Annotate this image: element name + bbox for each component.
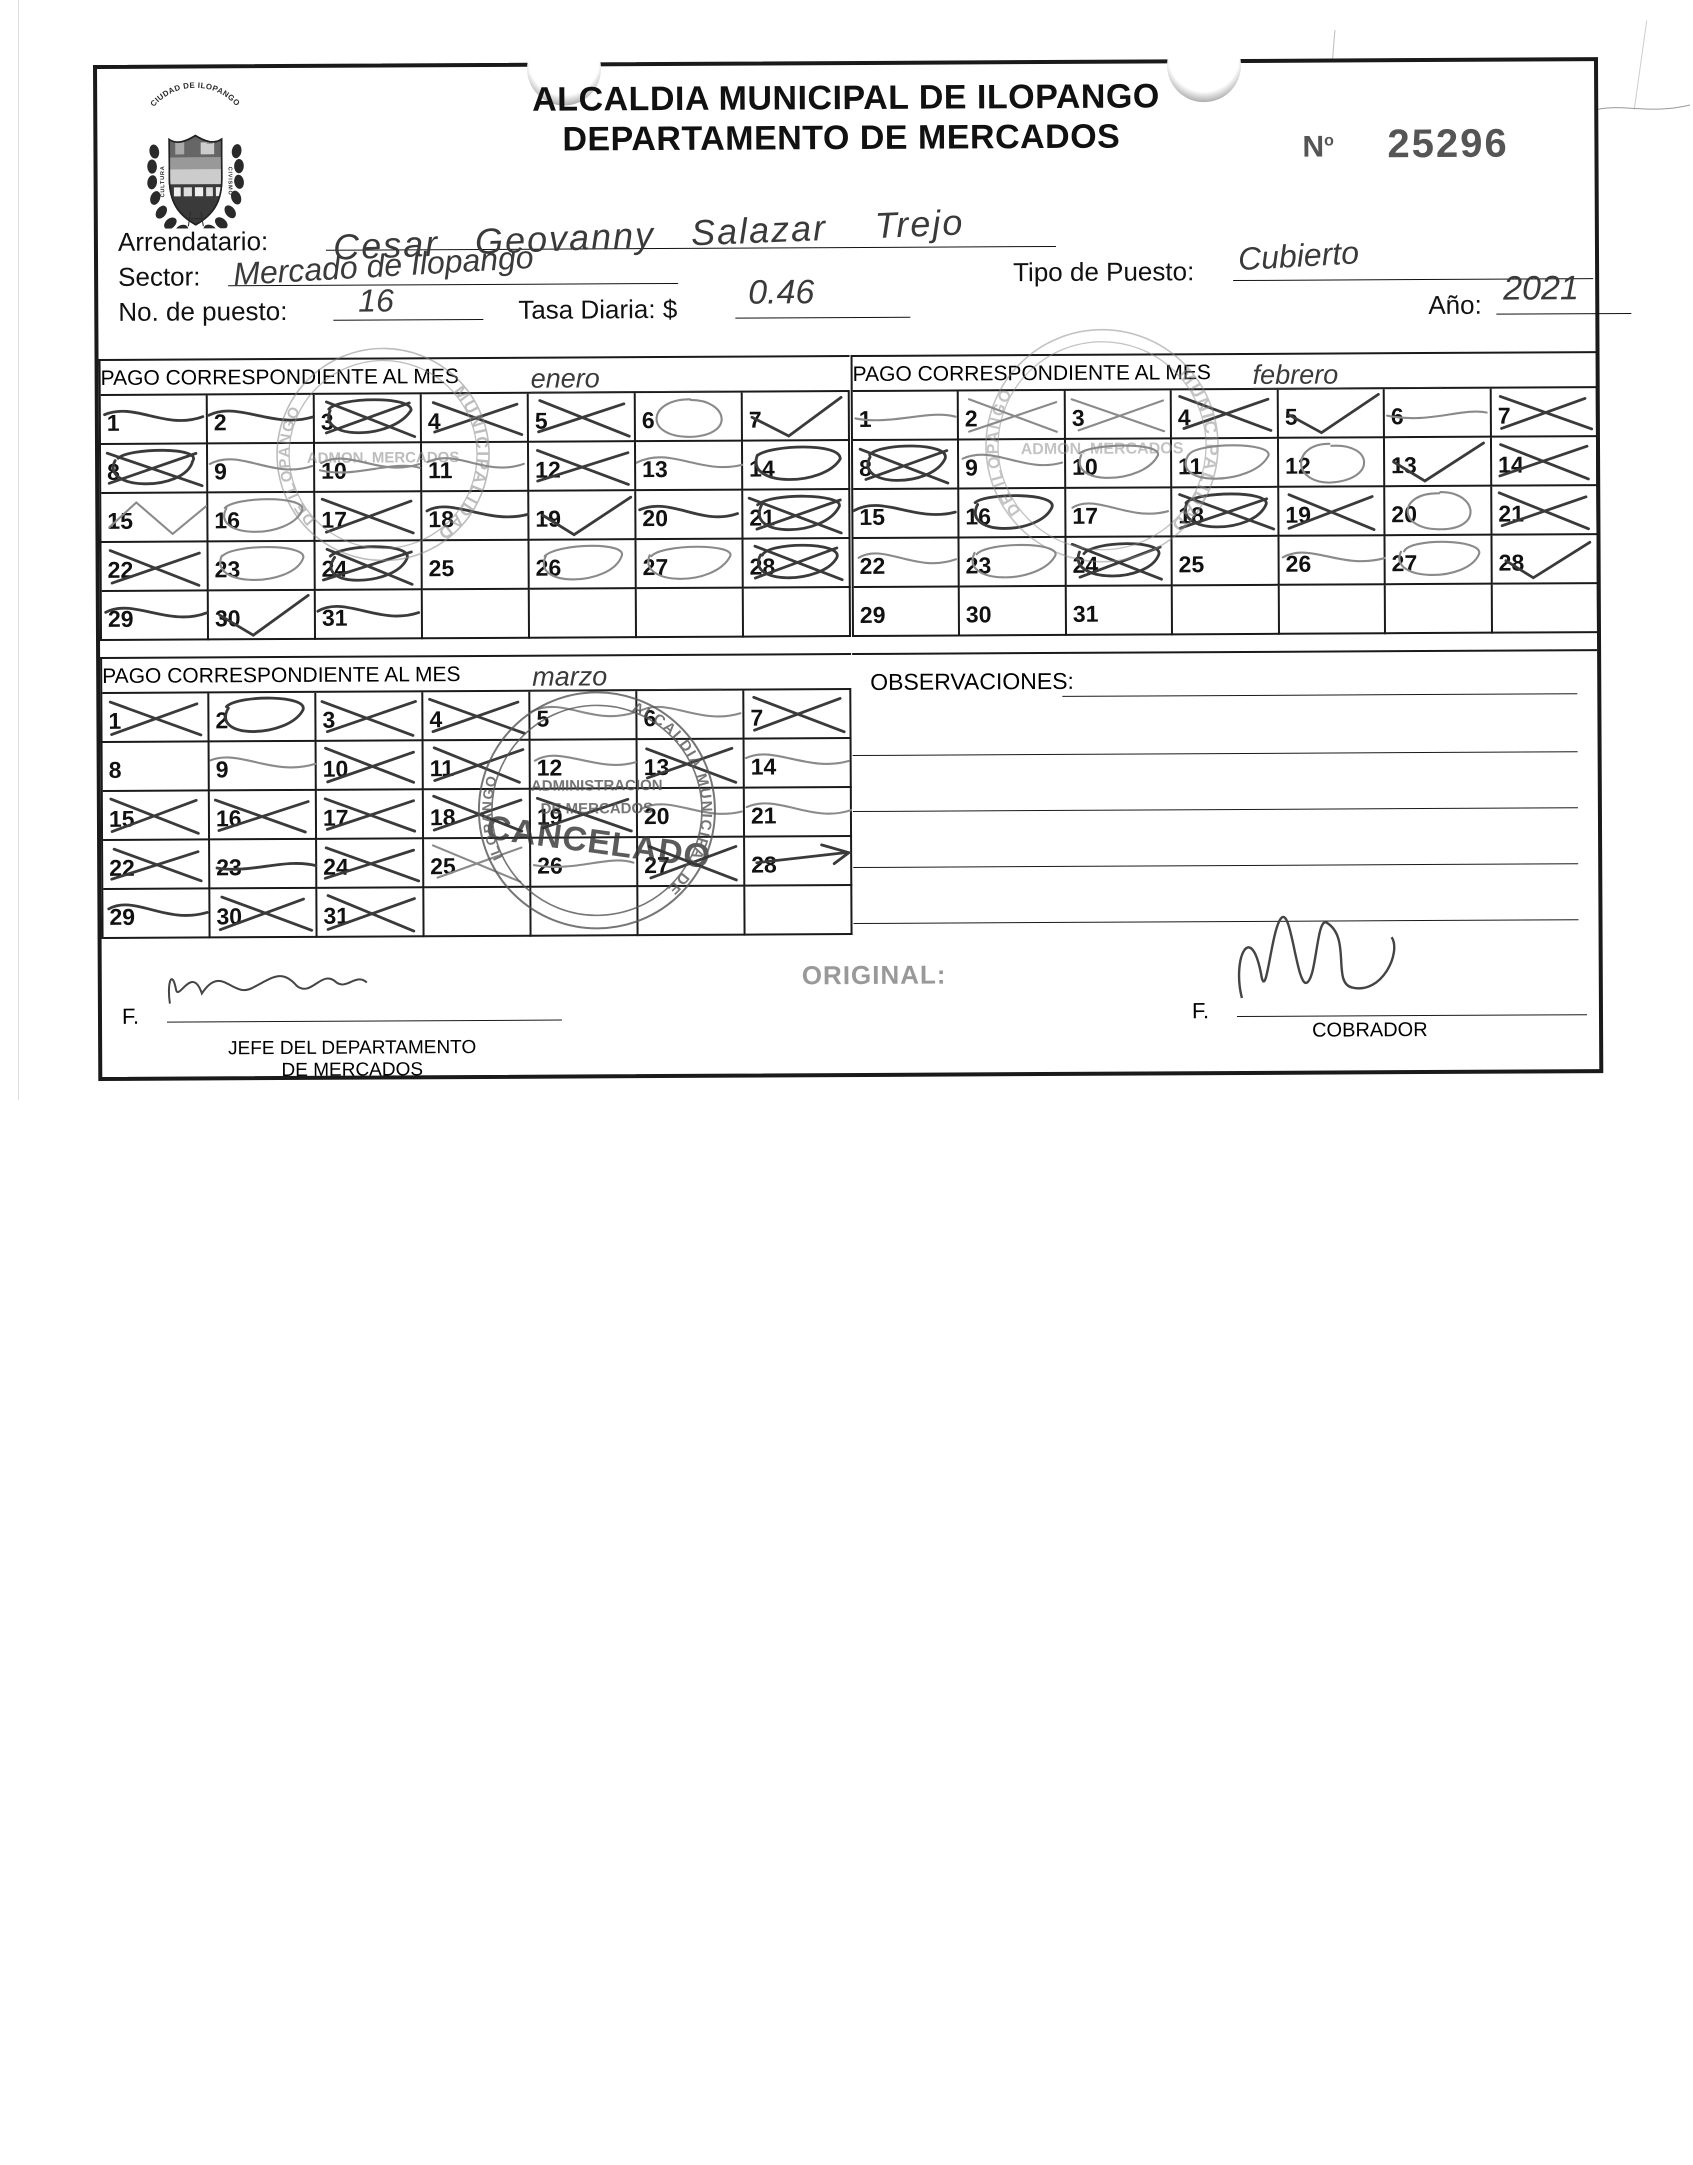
svg-text:CANCELADO: CANCELADO bbox=[484, 808, 713, 876]
svg-text:ADMINISTRACION: ADMINISTRACION bbox=[531, 777, 663, 795]
svg-text:ADMON. MERCADOS: ADMON. MERCADOS bbox=[307, 449, 460, 467]
svg-text:CULTURA: CULTURA bbox=[160, 165, 166, 197]
svg-text:ADMON. MERCADOS: ADMON. MERCADOS bbox=[1021, 440, 1184, 458]
svg-text:DE ILOPANGO: DE ILOPANGO bbox=[985, 386, 1025, 519]
svg-text:CIUDAD DE ILOPANGO: CIUDAD DE ILOPANGO bbox=[148, 82, 241, 108]
svg-text:DE MERCADOS: DE MERCADOS bbox=[541, 800, 654, 818]
svg-text:CIVISMO: CIVISMO bbox=[226, 167, 232, 196]
